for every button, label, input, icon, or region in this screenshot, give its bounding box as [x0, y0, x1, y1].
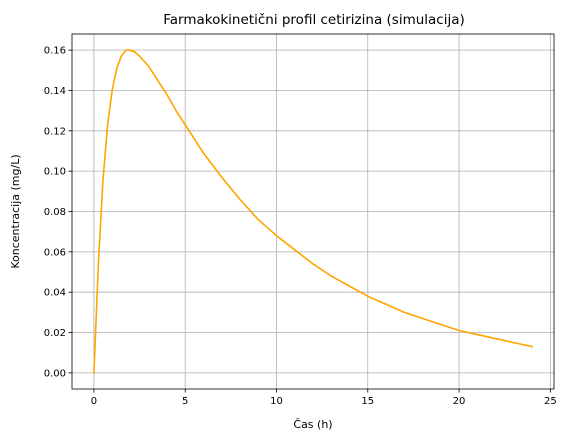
y-axis-label: Koncentracija (mg/L) — [9, 154, 22, 268]
y-tick-label: 0.02 — [44, 328, 66, 339]
y-tick-label: 0.06 — [44, 247, 66, 258]
y-tick-label: 0.04 — [44, 288, 66, 299]
x-tick-label: 5 — [182, 396, 188, 407]
y-tick-label: 0.14 — [44, 86, 66, 97]
x-tick-label: 15 — [361, 396, 374, 407]
y-tick-label: 0.10 — [44, 167, 66, 178]
x-tick-label: 25 — [544, 396, 557, 407]
y-tick-label: 0.00 — [44, 368, 66, 379]
x-tick-label: 10 — [270, 396, 283, 407]
x-tick-label: 0 — [91, 396, 97, 407]
y-tick-label: 0.16 — [44, 46, 66, 57]
grid-layer — [72, 34, 554, 389]
tick-layer: 0 5 10 15 20 25 0.00 0.02 0.04 0.06 0.08 0.10 0.12 0.… — [44, 46, 557, 407]
series-layer — [93, 49, 534, 374]
concentration-line — [93, 49, 534, 374]
y-tick-label: 0.08 — [44, 207, 66, 218]
y-tick-label: 0.12 — [44, 126, 66, 137]
chart-title: Farmakokinetični profil cetirizina (simu… — [163, 12, 465, 28]
x-axis-label: Čas (h) — [293, 418, 332, 431]
x-tick-label: 20 — [453, 396, 466, 407]
